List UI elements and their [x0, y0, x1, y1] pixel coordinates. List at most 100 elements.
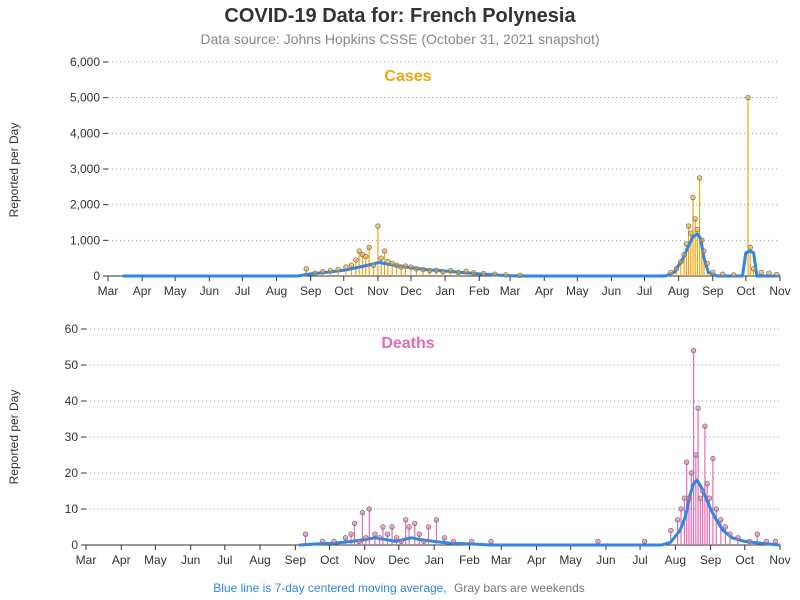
cases-panel-title: Cases: [384, 68, 431, 85]
deaths-daily-marker: [735, 535, 741, 541]
deaths-xtick-label: Oct: [735, 553, 754, 567]
cases-daily-marker: [678, 259, 684, 265]
cases-ytick-label: 3,000: [70, 162, 100, 176]
deaths-xtick-label: Feb: [459, 553, 480, 567]
cases-daily-marker: [701, 248, 707, 254]
cases-daily-marker: [375, 223, 381, 229]
deaths-panel-title: Deaths: [381, 335, 434, 352]
cases-panel: 0 1,000 2,000 3,000 4,000 5,000 6,000 Reported …: [7, 55, 791, 298]
cases-xtick-label: Nov: [769, 284, 790, 298]
cases-daily-marker: [681, 251, 687, 258]
cases-daily-marker: [363, 253, 369, 260]
deaths-ylabel: Reported per Day: [7, 390, 21, 485]
cases-xtick-label: Jun: [602, 284, 621, 298]
cases-daily-marker: [747, 244, 753, 251]
chart-title: COVID-19 Data for: French Polynesia: [224, 5, 576, 27]
deaths-daily-marker: [372, 531, 378, 537]
deaths-daily-marker: [488, 538, 494, 545]
deaths-daily-marker: [450, 538, 457, 545]
deaths-daily-marker: [706, 495, 713, 501]
deaths-daily-marker: [763, 538, 770, 545]
deaths-daily-marker: [331, 538, 337, 545]
footnote: Blue line is 7-day centered moving avera…: [213, 581, 585, 595]
deaths-daily-marker: [710, 455, 716, 462]
deaths-daily-marker: [412, 520, 418, 527]
deaths-ytick-label: 0: [71, 538, 78, 552]
deaths-daily-marker: [380, 524, 386, 530]
deaths-daily-marker: [393, 535, 400, 541]
deaths-xtick-label: Jul: [217, 553, 232, 567]
cases-ytick-label: 0: [93, 269, 100, 283]
cases-xtick-label: Mar: [98, 284, 119, 298]
deaths-daily-marker: [433, 517, 440, 523]
deaths-daily-marker: [468, 538, 475, 545]
cases-daily-marker: [766, 270, 772, 276]
deaths-xtick-label: Nov: [354, 553, 375, 567]
cases-xtick-label: Oct: [334, 284, 353, 298]
cases-daily-marker: [668, 269, 674, 276]
deaths-xtick-label: Apr: [112, 553, 131, 567]
cases-daily-marker: [750, 266, 757, 272]
deaths-daily-marker: [398, 538, 404, 545]
deaths-daily-marker: [359, 509, 366, 516]
deaths-xtick-label: Sep: [285, 553, 307, 567]
cases-xtick-label: Aug: [266, 284, 287, 298]
cases-daily-marker: [413, 266, 420, 272]
cases-xtick-label: May: [164, 284, 187, 298]
cases-xtick-label: Sep: [702, 284, 724, 298]
deaths-xtick-label: Jun: [596, 553, 615, 567]
cases-daily-marker: [710, 269, 716, 276]
deaths-xtick-label: Mar: [491, 553, 512, 567]
cases-daily-marker: [688, 230, 694, 236]
cases-daily-marker: [692, 216, 698, 222]
cases-daily-marker: [353, 257, 359, 263]
deaths-daily-marker: [363, 535, 369, 541]
cases-daily-marker: [402, 263, 409, 269]
cases-xtick-label: Feb: [469, 284, 490, 298]
deaths-daily-marker: [356, 538, 362, 545]
cases-daily-marker: [694, 226, 701, 233]
deaths-daily-marker: [754, 531, 760, 537]
cases-xtick-label: May: [566, 284, 589, 298]
deaths-daily-marker: [441, 535, 448, 541]
cases-xtick-label: Nov: [367, 284, 388, 298]
deaths-daily-marker: [674, 517, 681, 523]
cases-ytick-label: 5,000: [70, 91, 100, 105]
deaths-daily-marker: [425, 524, 432, 530]
deaths-ytick-label: 30: [65, 430, 79, 444]
cases-xtick-label: Dec: [400, 284, 421, 298]
deaths-xtick-label: Sep: [700, 553, 722, 567]
cases-daily-marker: [773, 271, 780, 278]
cases-daily-marker: [685, 223, 692, 229]
cases-daily-marker: [731, 272, 737, 278]
cases-daily-marker: [433, 267, 439, 273]
deaths-xtick-label: Aug: [249, 553, 270, 567]
deaths-xtick-label: Nov: [769, 553, 790, 567]
deaths-daily-marker: [702, 423, 708, 429]
cases-daily-marker: [699, 237, 705, 244]
cases-daily-marker: [389, 260, 395, 267]
deaths-xtick-label: Apr: [527, 553, 546, 567]
deaths-daily-marker: [688, 470, 694, 476]
footnote-gray-text: Gray bars are weekends: [454, 581, 585, 595]
deaths-ytick-label: 10: [65, 502, 79, 516]
deaths-daily-marker: [384, 531, 391, 537]
deaths-daily-marker: [746, 538, 752, 545]
cases-daily-marker: [398, 264, 404, 270]
deaths-xtick-label: May: [559, 553, 582, 567]
deaths-daily-marker: [772, 538, 779, 545]
cases-daily-marker: [745, 94, 751, 101]
deaths-xtick-label: May: [144, 553, 167, 567]
cases-daily-marker: [370, 262, 377, 268]
deaths-daily-marker: [718, 517, 724, 523]
deaths-daily-marker: [668, 527, 674, 534]
deaths-daily-marker: [686, 495, 692, 501]
deaths-daily-marker: [402, 517, 409, 523]
deaths-ytick-label: 60: [65, 322, 79, 336]
deaths-daily-marker: [722, 524, 729, 530]
cases-daily-marker: [673, 266, 680, 272]
deaths-daily-marker: [389, 524, 395, 530]
cases-daily-marker: [356, 248, 362, 254]
footnote-blue-text: Blue line is 7-day centered moving avera…: [213, 581, 446, 595]
cases-daily-marker: [455, 269, 462, 276]
